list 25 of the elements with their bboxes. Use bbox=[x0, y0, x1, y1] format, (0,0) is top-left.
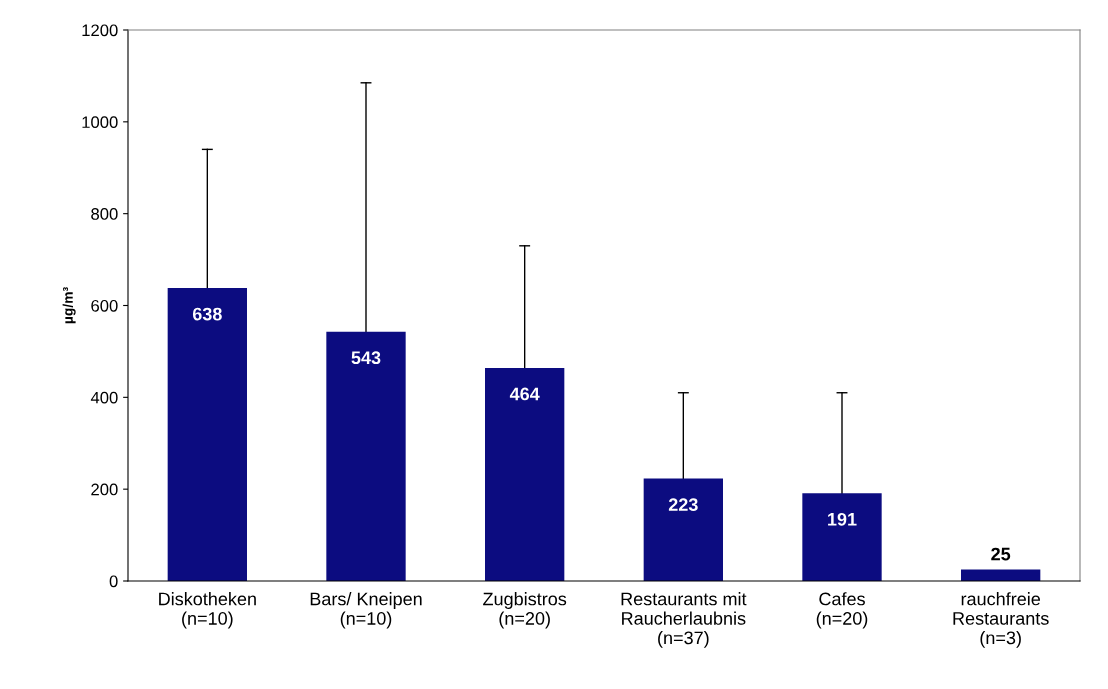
y-tick-label: 400 bbox=[90, 391, 118, 404]
y-tick-label: 1200 bbox=[82, 24, 118, 37]
data-label: 464 bbox=[509, 387, 540, 401]
data-label: 25 bbox=[991, 547, 1011, 561]
data-label: 638 bbox=[192, 307, 222, 321]
y-tick-label: 1000 bbox=[82, 116, 118, 129]
bar bbox=[326, 331, 406, 581]
x-tick-label: Bars/ Kneipen (n=10) bbox=[310, 592, 422, 629]
y-tick-label: 600 bbox=[91, 299, 118, 312]
x-tick-label: Zugbistros (n=20) bbox=[483, 592, 567, 629]
bar bbox=[167, 288, 247, 581]
data-label: 223 bbox=[668, 498, 698, 512]
y-tick-label: 0 bbox=[109, 575, 118, 588]
data-label: 543 bbox=[351, 351, 381, 365]
y-tick-label: 200 bbox=[91, 483, 118, 496]
y-tick-label: 800 bbox=[91, 208, 118, 220]
x-tick-label: Cafes (n=20) bbox=[816, 592, 868, 629]
x-tick-label: Diskotheken (n=10) bbox=[159, 592, 256, 629]
x-tick-label: Restaurants mit Raucherlaubnis (n=37) bbox=[621, 592, 747, 648]
bar bbox=[643, 478, 723, 581]
x-tick-label: rauchfreie Restaurants (n=3) bbox=[953, 592, 1049, 648]
bar bbox=[802, 493, 882, 581]
data-label: 191 bbox=[828, 512, 857, 526]
bar bbox=[485, 367, 565, 581]
y-axis-title: µg/m³ bbox=[62, 287, 76, 324]
